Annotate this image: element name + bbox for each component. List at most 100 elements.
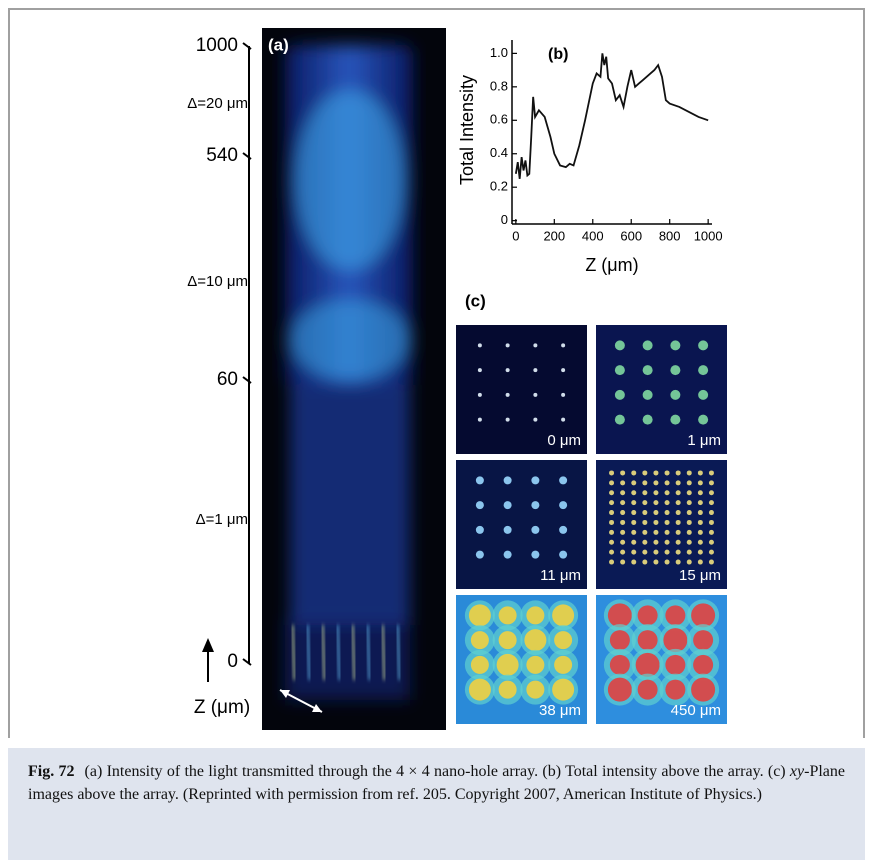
intensity-spot <box>533 417 538 422</box>
intensity-spot <box>664 539 670 545</box>
intensity-spot <box>642 480 648 486</box>
intensity-spot <box>559 525 568 534</box>
intensity-spot <box>664 529 670 535</box>
intensity-spot <box>614 389 625 400</box>
intensity-spot <box>642 470 648 476</box>
caption-text: (a) Intensity of the light transmitted t… <box>84 763 790 780</box>
intensity-spot <box>665 654 686 675</box>
intensity-spot <box>697 519 703 525</box>
z-tick <box>242 152 252 160</box>
intensity-spot <box>675 500 681 506</box>
intensity-spot <box>665 605 686 626</box>
nano-hole-pins <box>290 624 402 681</box>
intensity-spot <box>498 680 517 699</box>
intensity-spot <box>503 525 512 534</box>
intensity-spot <box>653 559 659 565</box>
intensity-spot <box>665 679 686 700</box>
panel-label: (b) <box>548 46 568 63</box>
intensity-spot <box>642 414 653 425</box>
spacing-label: Δ=20 μm <box>187 95 248 112</box>
y-tick-label: 1.0 <box>490 45 508 60</box>
intensity-spot <box>609 510 615 516</box>
caption: Fig. 72 (a) Intensity of the light transm… <box>8 748 865 860</box>
intensity-spot <box>642 519 648 525</box>
pin <box>335 624 342 681</box>
intensity-spot <box>675 470 681 476</box>
intensity-spot <box>609 470 615 476</box>
intensity-spot <box>531 550 540 559</box>
x-tick-label: 1000 <box>694 228 723 243</box>
intensity-spot <box>609 549 615 555</box>
pin <box>380 624 387 681</box>
xy-image <box>456 325 587 454</box>
intensity-spot <box>475 476 484 485</box>
intensity-spot <box>675 559 681 565</box>
pin <box>365 624 372 681</box>
y-tick-label: 0.2 <box>490 179 508 194</box>
intensity-spot <box>653 529 659 535</box>
image-label: 450 μm <box>671 702 721 719</box>
beam-glow <box>285 45 413 700</box>
intensity-spot <box>653 519 659 525</box>
intensity-spot <box>686 480 692 486</box>
intensity-spot <box>708 559 714 565</box>
intensity-spot <box>477 417 482 422</box>
intensity-spot <box>708 480 714 486</box>
intensity-spot <box>533 392 538 397</box>
intensity-spot <box>631 519 637 525</box>
intensity-spot <box>686 510 692 516</box>
data-line <box>514 53 709 179</box>
intensity-spot <box>609 480 615 486</box>
intensity-spot <box>531 501 540 510</box>
intensity-spot <box>698 340 709 351</box>
intensity-spot <box>620 549 626 555</box>
intensity-spot <box>691 677 716 702</box>
intensity-spot <box>609 630 630 651</box>
intensity-spot <box>663 628 688 653</box>
z-arrow-head <box>202 638 214 652</box>
intensity-spot <box>708 510 714 516</box>
intensity-spot <box>670 340 681 351</box>
pin <box>320 624 327 681</box>
intensity-spot <box>664 559 670 565</box>
intensity-spot <box>664 549 670 555</box>
intensity-spot <box>675 490 681 496</box>
intensity-spot <box>686 539 692 545</box>
intensity-spot <box>505 368 510 373</box>
intensity-spot <box>635 652 660 677</box>
intensity-spot <box>496 653 519 676</box>
intensity-spot <box>670 414 681 425</box>
intensity-spot <box>642 539 648 545</box>
intensity-spot <box>503 501 512 510</box>
intensity-spot <box>642 549 648 555</box>
intensity-spot <box>609 539 615 545</box>
intensity-spot <box>561 417 566 422</box>
image-label: 38 μm <box>539 702 581 719</box>
intensity-spot <box>526 680 545 699</box>
panel-label: (a) <box>268 35 289 54</box>
intensity-spot <box>642 340 653 351</box>
intensity-spot <box>697 500 703 506</box>
intensity-spot <box>475 501 484 510</box>
intensity-spot <box>664 510 670 516</box>
intensity-spot <box>498 606 517 625</box>
intensity-spot <box>614 414 625 425</box>
intensity-spot <box>697 559 703 565</box>
intensity-spot <box>697 549 703 555</box>
intensity-spot <box>693 654 714 675</box>
intensity-spot <box>698 389 709 400</box>
intensity-spot <box>533 343 538 348</box>
pin <box>395 624 402 681</box>
intensity-spot <box>693 630 714 651</box>
intensity-spot <box>468 678 491 701</box>
x-tick-label: 400 <box>582 228 604 243</box>
intensity-spot <box>559 501 568 510</box>
intensity-spot <box>531 476 540 485</box>
intensity-spot <box>620 480 626 486</box>
intensity-spot <box>609 490 615 496</box>
intensity-spot <box>470 631 489 650</box>
caption-italic: xy <box>789 763 805 780</box>
intensity-spot <box>637 679 658 700</box>
intensity-spot <box>637 605 658 626</box>
